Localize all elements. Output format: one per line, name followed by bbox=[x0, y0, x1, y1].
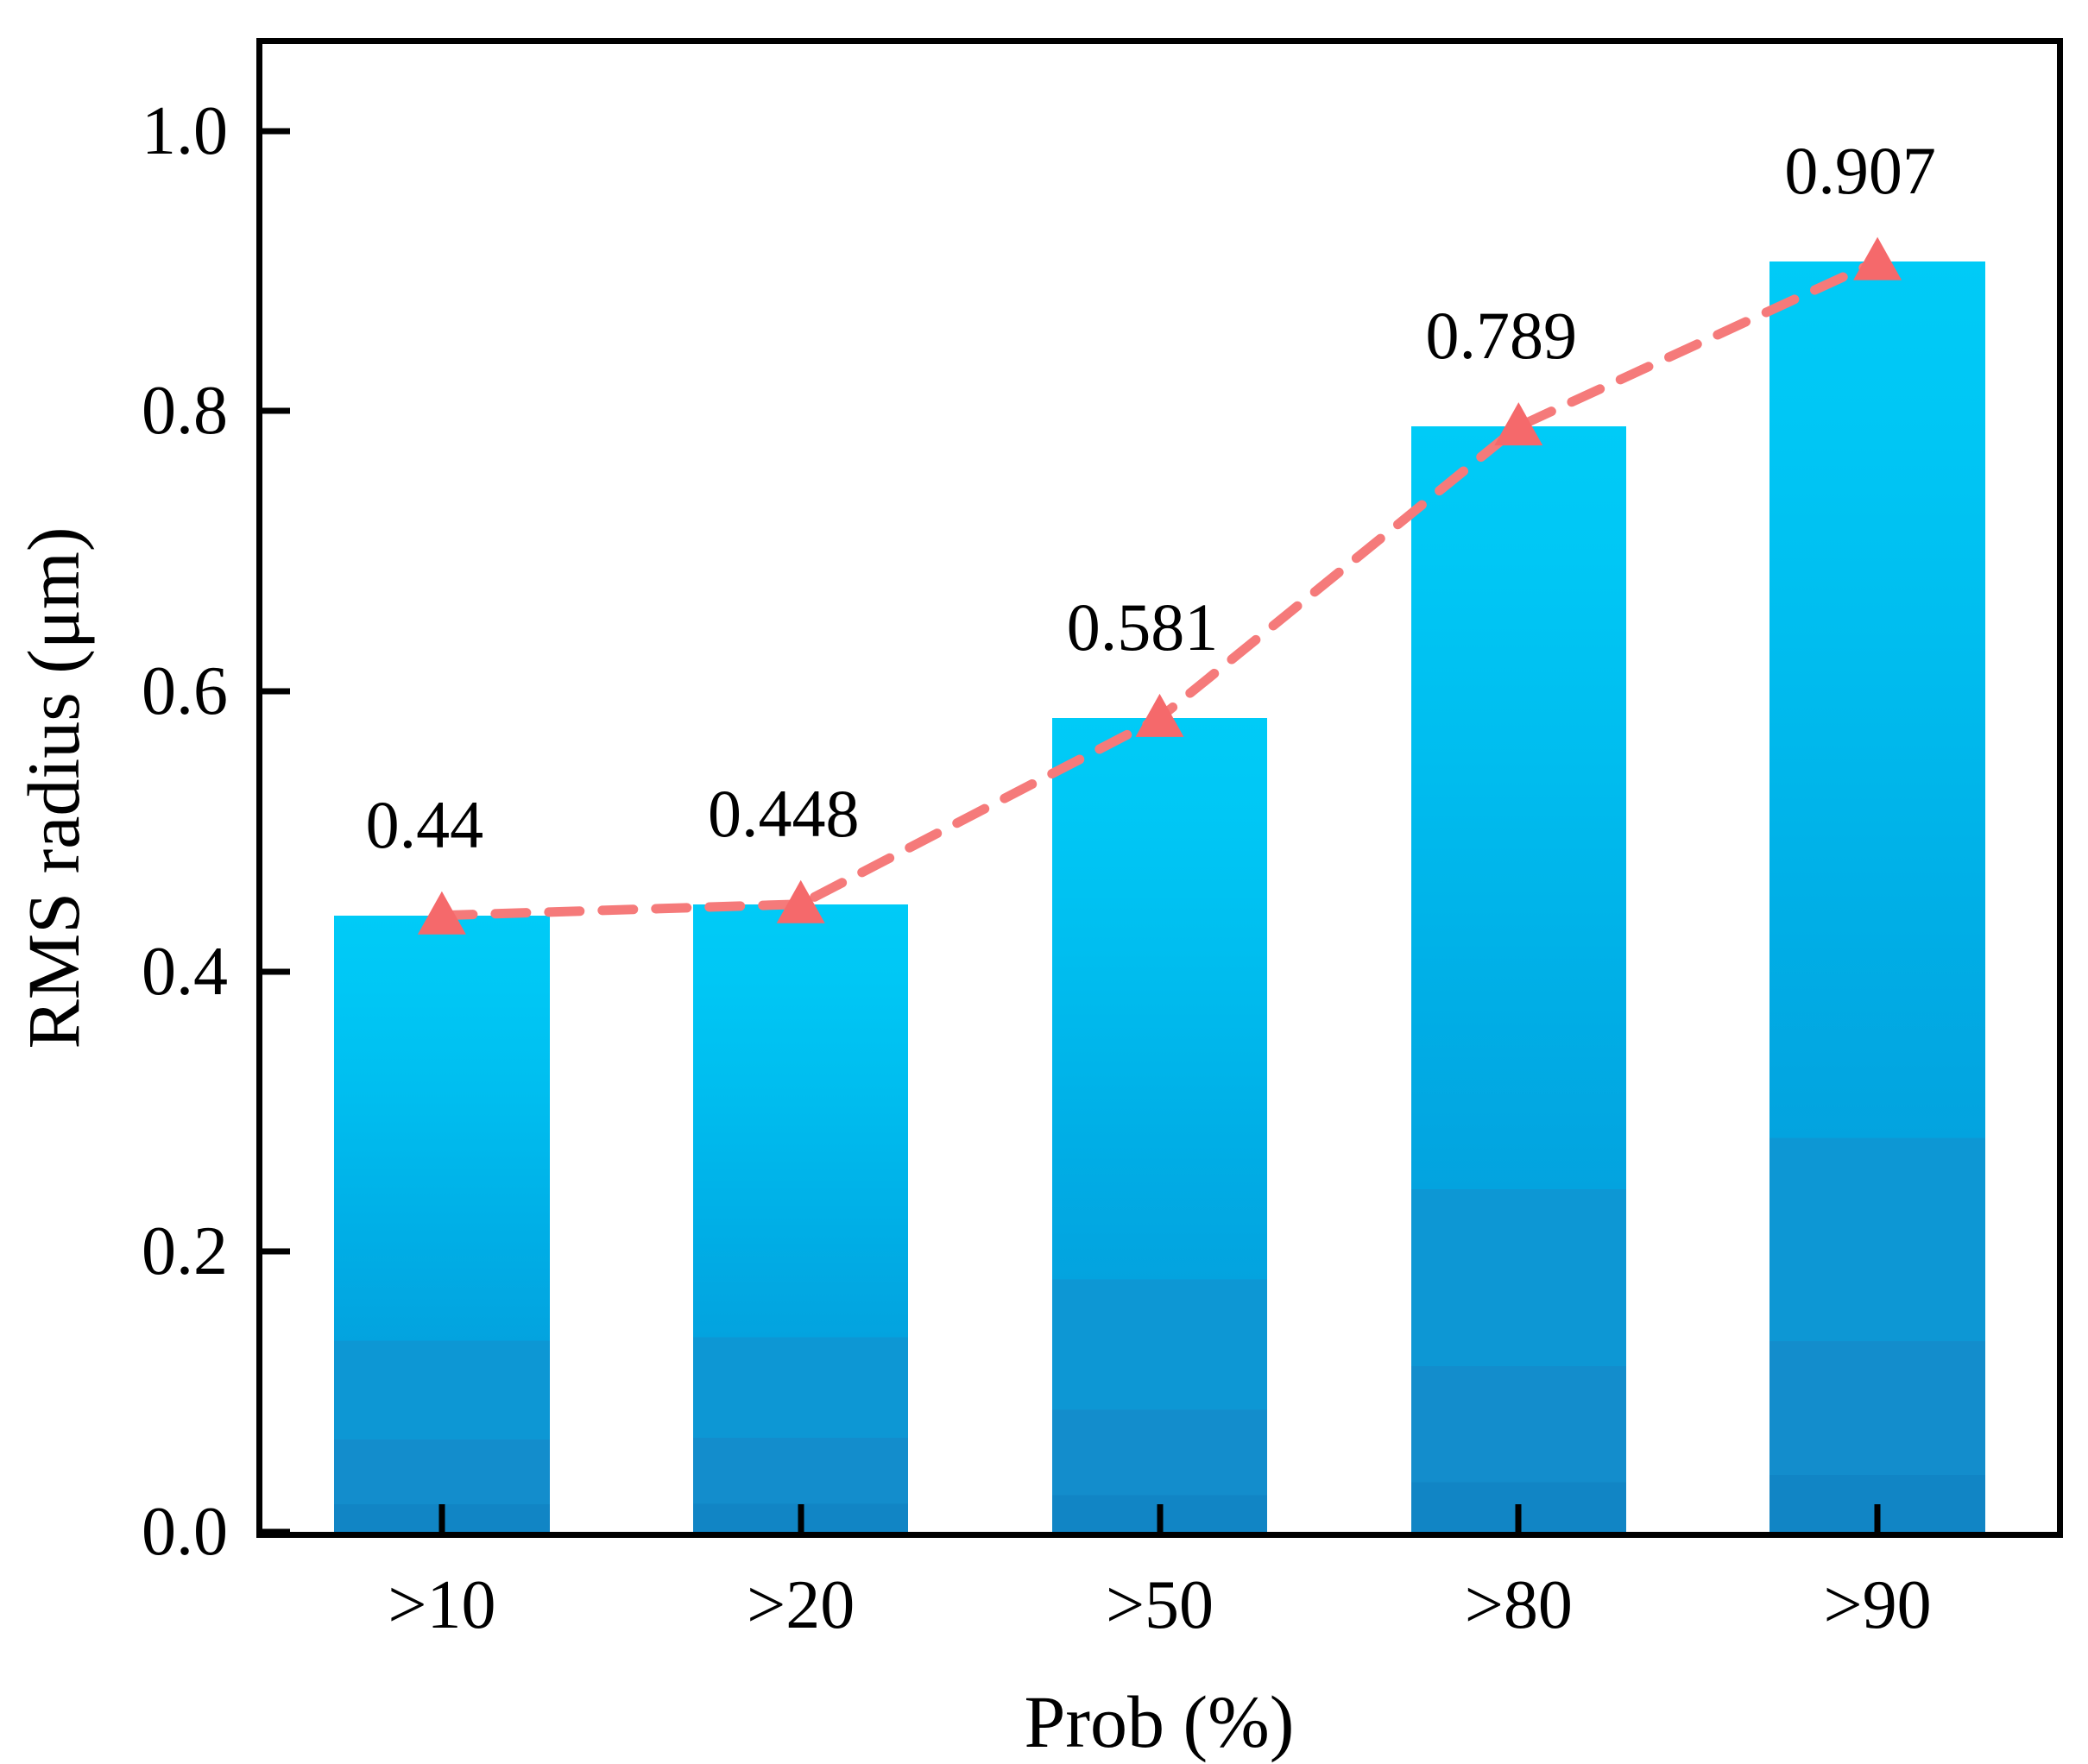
triangle-marker-icon bbox=[1494, 402, 1543, 446]
x-tick-label: >80 bbox=[1464, 1567, 1573, 1643]
x-tick bbox=[1515, 1504, 1522, 1532]
y-tick bbox=[262, 968, 290, 975]
plot-area: 0.44 0.448 0.581 0.789 0.907 bbox=[256, 38, 2063, 1538]
bar bbox=[334, 915, 550, 1532]
triangle-marker-icon bbox=[1853, 236, 1902, 280]
data-label: 0.789 bbox=[1425, 298, 1578, 374]
trend-line-layer bbox=[417, 236, 1902, 935]
x-tick bbox=[1874, 1504, 1881, 1532]
triangle-marker-icon bbox=[776, 879, 825, 923]
x-tick-label: >90 bbox=[1823, 1567, 1932, 1643]
y-tick-label: 0.6 bbox=[142, 652, 228, 729]
y-tick-label: 1.0 bbox=[142, 92, 228, 169]
data-label: 0.907 bbox=[1784, 132, 1936, 208]
y-tick-label: 0.8 bbox=[142, 373, 228, 450]
triangle-marker-icon bbox=[1135, 693, 1184, 737]
data-label: 0.581 bbox=[1066, 589, 1219, 665]
y-tick-label: 0.2 bbox=[142, 1213, 228, 1290]
x-axis-title: Prob (%) bbox=[1024, 1680, 1295, 1763]
bar bbox=[1769, 261, 1985, 1532]
y-tick bbox=[262, 1528, 290, 1535]
bar bbox=[1051, 717, 1268, 1532]
x-tick-label: >50 bbox=[1105, 1567, 1214, 1643]
bar bbox=[1410, 426, 1627, 1532]
x-tick-label: >10 bbox=[388, 1567, 496, 1643]
x-tick bbox=[798, 1504, 804, 1532]
triangle-marker-icon bbox=[417, 891, 466, 935]
y-tick bbox=[262, 688, 290, 695]
y-tick bbox=[262, 128, 290, 135]
x-tick-label: >20 bbox=[747, 1567, 855, 1643]
x-tick bbox=[438, 1504, 445, 1532]
bar bbox=[692, 904, 909, 1532]
x-tick bbox=[1157, 1504, 1163, 1532]
data-label: 0.44 bbox=[365, 786, 484, 862]
y-tick-label: 0.4 bbox=[142, 933, 228, 1010]
y-tick bbox=[262, 407, 290, 414]
trend-line bbox=[437, 256, 1883, 921]
data-label: 0.448 bbox=[707, 775, 860, 851]
y-tick bbox=[262, 1248, 290, 1255]
y-tick-label: 0.0 bbox=[142, 1494, 228, 1570]
